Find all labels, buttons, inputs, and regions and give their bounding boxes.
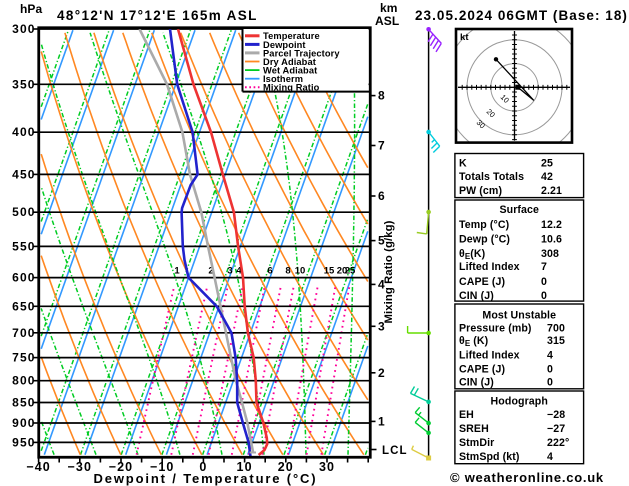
svg-text:10: 10 [295,266,306,277]
svg-text:−30: −30 [68,460,93,474]
svg-text:3: 3 [227,266,232,277]
svg-text:6: 6 [378,189,386,203]
svg-text:K: K [459,157,467,169]
svg-text:Pressure (mb): Pressure (mb) [459,322,532,334]
svg-text:0: 0 [199,460,207,474]
svg-text:750: 750 [12,351,35,365]
svg-text:0: 0 [541,290,547,302]
svg-text:CAPE (J): CAPE (J) [459,364,505,376]
svg-text:15: 15 [324,266,335,277]
svg-text:10.6: 10.6 [541,233,562,245]
svg-text:8: 8 [378,89,386,103]
svg-text:950: 950 [12,435,35,449]
svg-text:4: 4 [378,277,386,291]
svg-text:Dry Adiabat: Dry Adiabat [263,57,316,67]
svg-text:LCL: LCL [382,445,408,457]
svg-text:600: 600 [12,271,35,285]
svg-text:−10: −10 [150,460,175,474]
svg-text:Hodograph: Hodograph [491,395,548,407]
svg-text:CAPE (J): CAPE (J) [459,276,505,288]
svg-text:350: 350 [12,77,35,91]
svg-text:8: 8 [285,266,290,277]
svg-text:25: 25 [541,157,553,169]
svg-text:Isotherm: Isotherm [263,74,303,84]
svg-text:20: 20 [337,266,348,277]
svg-text:2: 2 [208,266,213,277]
svg-text:Dewpoint: Dewpoint [263,40,306,50]
svg-text:3: 3 [378,319,386,333]
svg-text:kt: kt [460,32,469,43]
svg-text:25: 25 [345,266,356,277]
svg-text:1: 1 [174,266,180,277]
svg-text:650: 650 [12,299,35,313]
svg-text:4: 4 [547,350,553,362]
svg-text:© weatheronline.co.uk: © weatheronline.co.uk [450,470,604,485]
svg-text:PW (cm): PW (cm) [459,185,502,197]
svg-text:700: 700 [12,326,35,340]
svg-text:800: 800 [12,374,35,388]
svg-text:StmSpd (kt): StmSpd (kt) [459,451,520,463]
svg-text:Lifted Index: Lifted Index [459,350,520,362]
svg-text:12.2: 12.2 [541,219,562,231]
svg-text:4: 4 [236,266,242,277]
svg-text:0: 0 [547,364,553,376]
svg-text:θE (K): θE (K) [459,335,488,348]
svg-text:Lifted Index: Lifted Index [459,261,520,273]
svg-text:700: 700 [547,322,565,334]
svg-text:StmDir: StmDir [459,437,494,449]
svg-text:Temp (°C): Temp (°C) [459,219,509,231]
svg-text:222°: 222° [547,437,569,449]
svg-text:6: 6 [267,266,272,277]
svg-text:5: 5 [378,234,386,248]
svg-text:Dewp (°C): Dewp (°C) [459,233,510,245]
svg-text:−40: −40 [26,460,51,474]
svg-text:500: 500 [12,205,35,219]
svg-text:Mixing Ratio (g/kg): Mixing Ratio (g/kg) [383,220,395,323]
svg-text:Dewpoint / Temperature (°C): Dewpoint / Temperature (°C) [94,471,318,486]
svg-text:30: 30 [319,460,335,474]
svg-text:−20: −20 [109,460,134,474]
svg-text:4: 4 [547,451,553,463]
svg-text:23.05.2024 06GMT (Base: 18): 23.05.2024 06GMT (Base: 18) [415,8,628,23]
svg-text:Surface: Surface [499,204,539,216]
svg-text:θE(K): θE(K) [459,248,485,261]
svg-text:0: 0 [547,376,553,388]
svg-text:850: 850 [12,396,35,410]
svg-text:550: 550 [12,239,35,253]
svg-text:1: 1 [378,414,386,428]
svg-text:900: 900 [12,416,35,430]
svg-text:7: 7 [378,139,386,153]
svg-text:SREH: SREH [459,423,489,435]
svg-text:−28: −28 [547,409,565,421]
svg-text:2: 2 [378,366,386,380]
svg-text:−27: −27 [547,423,565,435]
svg-text:42: 42 [541,171,553,183]
svg-text:20: 20 [278,460,294,474]
svg-text:2.21: 2.21 [541,185,562,197]
svg-text:hPa: hPa [20,2,43,16]
svg-text:CIN (J): CIN (J) [459,376,494,388]
svg-text:315: 315 [547,335,565,347]
svg-text:Totals Totals: Totals Totals [459,171,524,183]
svg-text:48°12'N 17°12'E 165m ASL: 48°12'N 17°12'E 165m ASL [57,8,258,23]
svg-text:10: 10 [237,460,253,474]
svg-text:Parcel Trajectory: Parcel Trajectory [263,48,340,58]
svg-text:EH: EH [459,409,474,421]
svg-text:Temperature: Temperature [263,31,320,41]
svg-text:Mixing Ratio: Mixing Ratio [263,83,320,93]
svg-text:CIN (J): CIN (J) [459,290,494,302]
svg-text:km: km [380,1,398,15]
svg-text:300: 300 [12,22,35,36]
svg-text:Most Unstable: Most Unstable [482,309,556,321]
svg-text:7: 7 [541,261,547,273]
svg-text:ASL: ASL [375,14,399,28]
svg-text:308: 308 [541,248,559,260]
svg-text:Wet Adiabat: Wet Adiabat [263,66,317,76]
svg-text:0: 0 [541,276,547,288]
svg-text:450: 450 [12,167,35,181]
svg-text:400: 400 [12,125,35,139]
